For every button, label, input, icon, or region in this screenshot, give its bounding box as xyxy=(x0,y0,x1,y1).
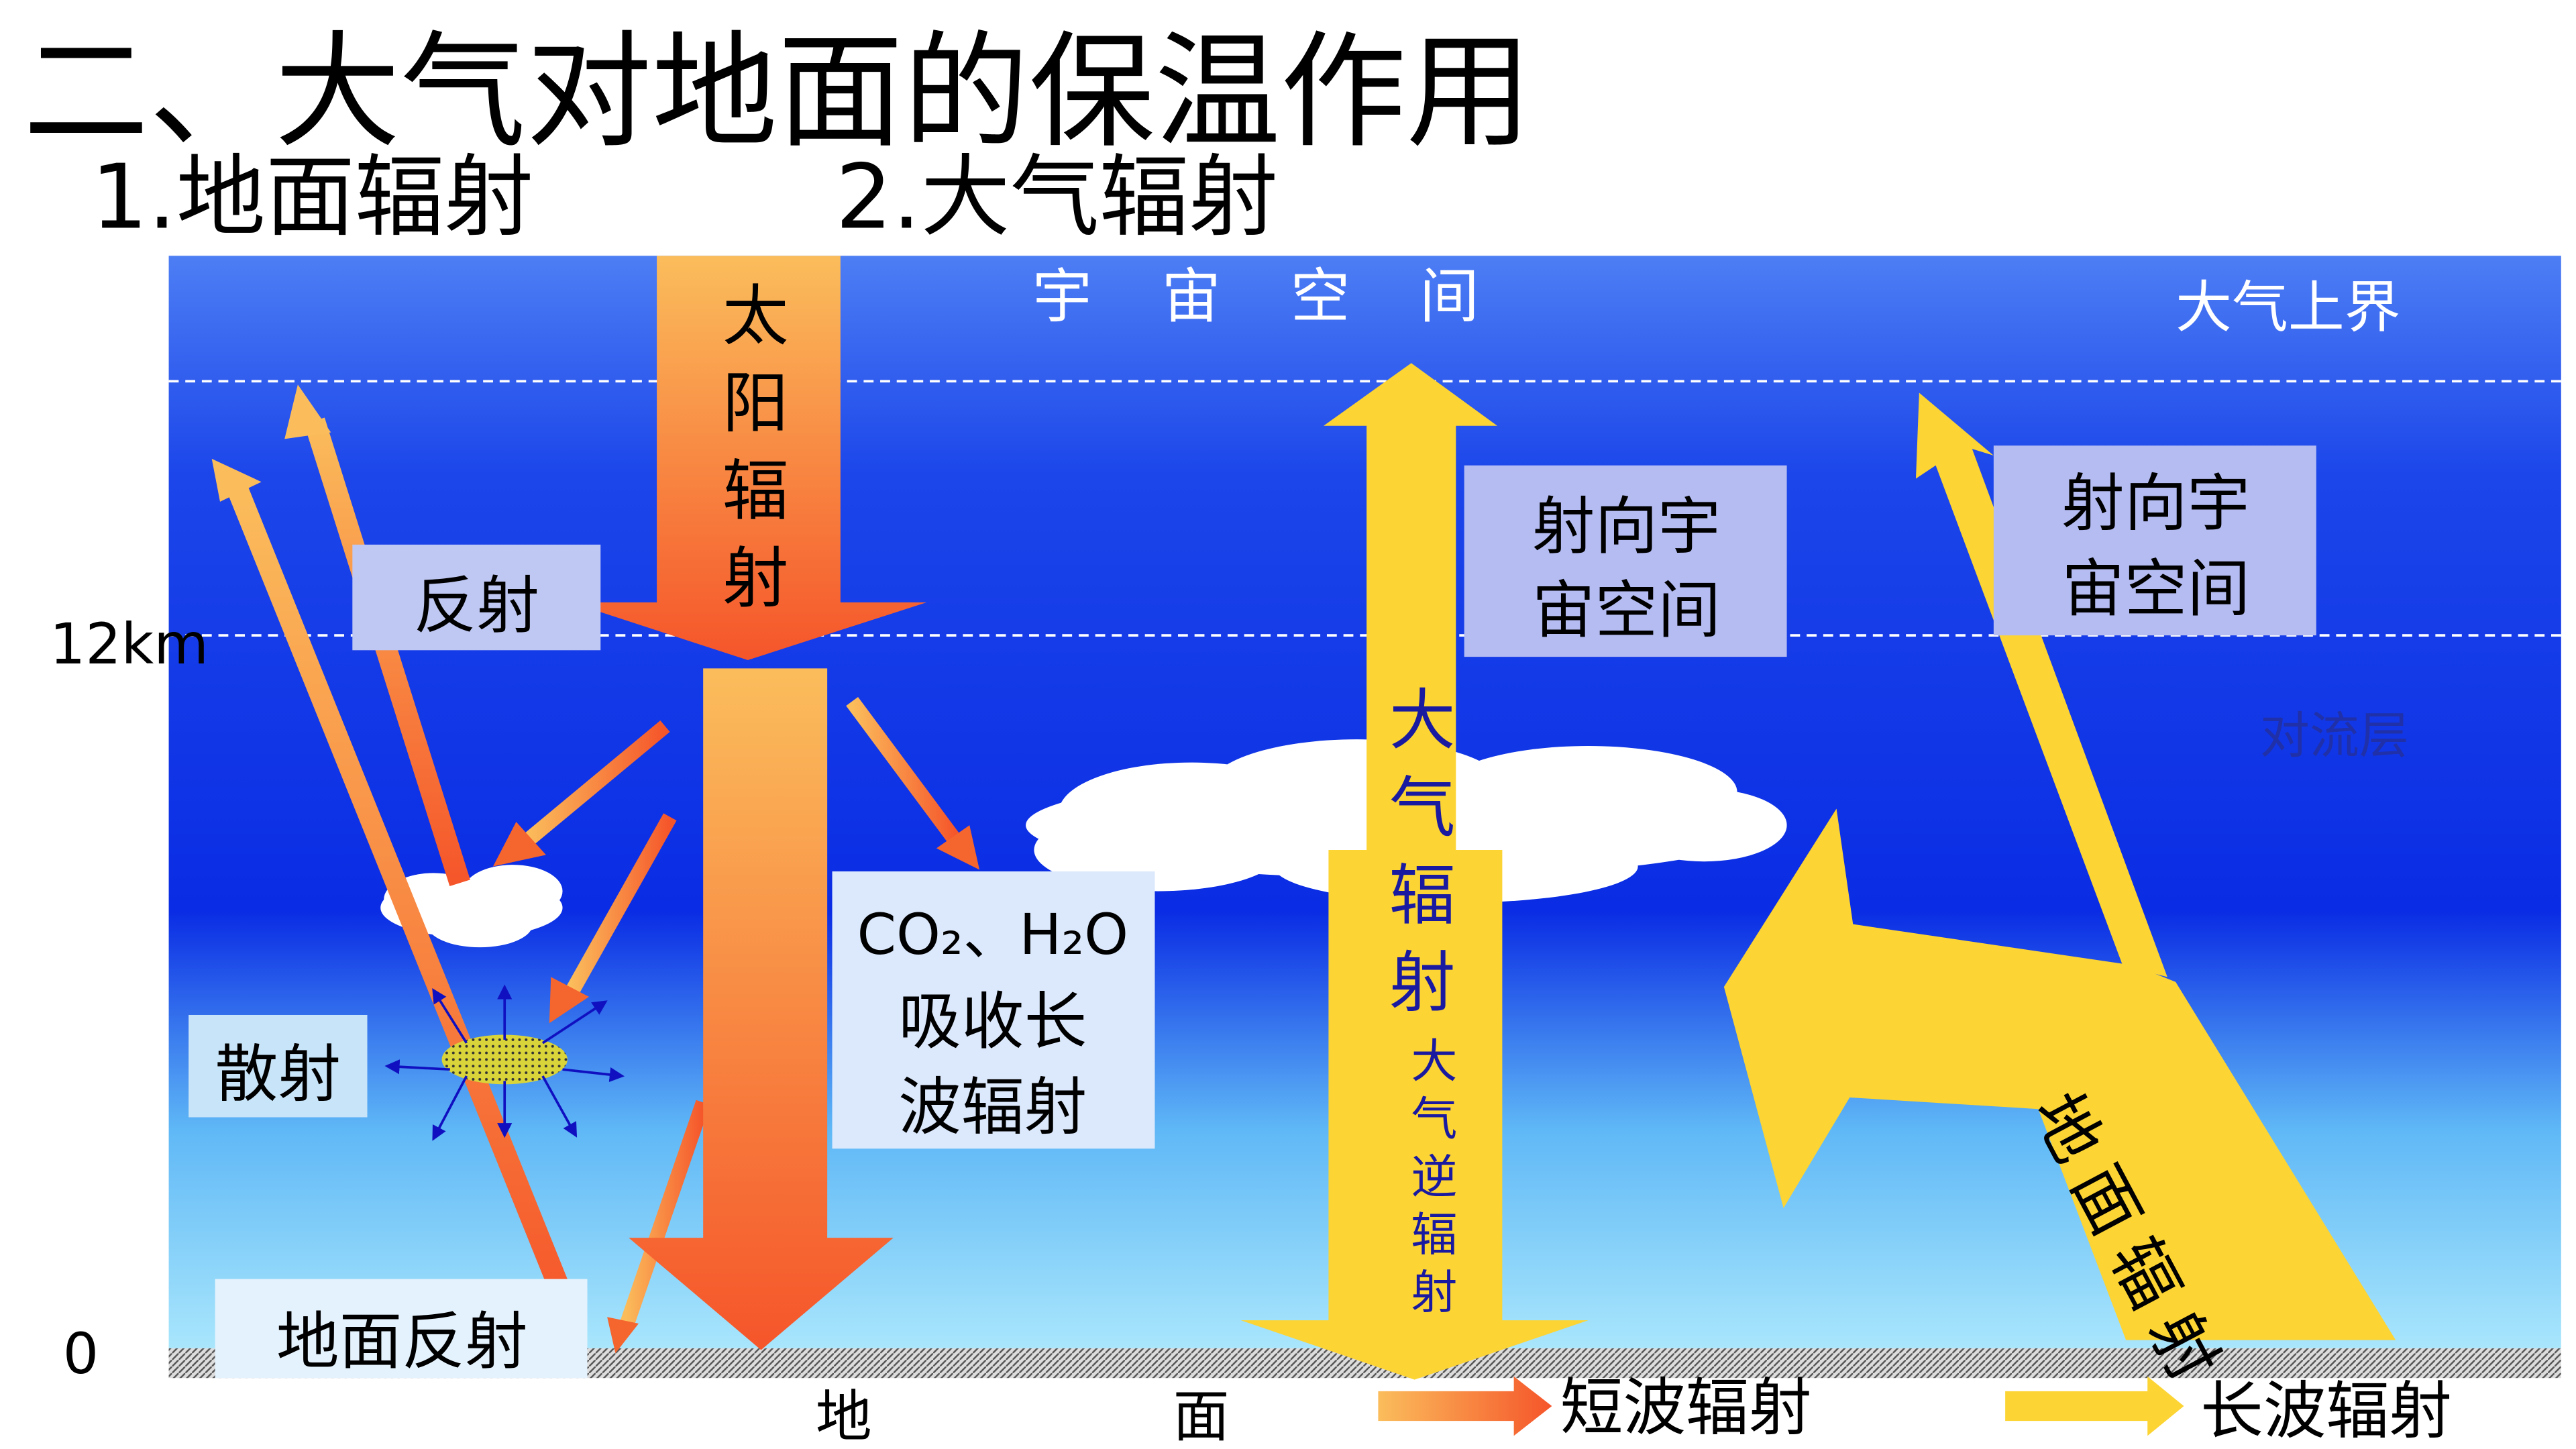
scatter-arrows xyxy=(384,984,625,1141)
to-space-label: 射向宇 xyxy=(2061,467,2250,540)
arrow-head xyxy=(211,458,262,502)
space-label: 宇宙空间 xyxy=(1032,262,1548,331)
to-space-label: 宙空间 xyxy=(2061,553,2250,626)
ground-reflection-label: 地面反射 xyxy=(276,1305,528,1379)
section-2: 2.大气辐射 xyxy=(835,146,1278,250)
to-space-label: 宙空间 xyxy=(1532,574,1721,647)
solar-label: 太阳辐射 xyxy=(711,280,788,631)
arrow-head xyxy=(936,825,980,870)
label-box xyxy=(1993,445,2316,636)
ground-label: 地面 xyxy=(816,1383,1530,1449)
dust-particle xyxy=(441,1034,568,1085)
altitude-label: 0 xyxy=(63,1321,99,1387)
legend-label: 长波辐射 xyxy=(2200,1375,2452,1448)
altitude-label: 12km xyxy=(50,611,209,677)
arrow-head xyxy=(549,977,589,1024)
arrow-head xyxy=(492,822,546,867)
legend-swatch xyxy=(2005,1376,2184,1436)
section-1: 1.地面辐射 xyxy=(91,146,534,250)
atmospheric-arrow xyxy=(1324,363,1497,850)
label-box xyxy=(189,1014,368,1118)
solar-arrow xyxy=(629,668,894,1350)
to-space-label: 射向宇 xyxy=(1532,490,1721,564)
solar-arrow xyxy=(570,256,927,661)
arrow-head xyxy=(284,384,331,439)
reflection-label: 反射 xyxy=(414,570,539,643)
troposphere-label: 对流层 xyxy=(2260,707,2409,765)
label-box xyxy=(352,544,601,651)
title: 二、大气对地面的保温作用 xyxy=(23,19,1532,166)
ground-radiation-arrow xyxy=(1723,808,2396,1340)
counter-radiation-arrow xyxy=(1240,849,1589,1380)
label-box xyxy=(215,1279,588,1379)
ground-radiation-arrow xyxy=(1915,392,2167,977)
counter-radiation-label: 大气逆辐射 xyxy=(1403,1036,1457,1325)
solar-ray xyxy=(521,696,963,1332)
legend-label: 短波辐射 xyxy=(1560,1372,1812,1445)
absorption-label: 吸收长 xyxy=(898,985,1087,1059)
toa-label: 大气上界 xyxy=(2176,274,2400,340)
label-box xyxy=(832,871,1155,1149)
absorption-label: 波辐射 xyxy=(898,1071,1087,1144)
reflected-ray xyxy=(226,417,586,1333)
label-box xyxy=(1464,465,1787,657)
atmospheric-radiation-label: 大气辐射 xyxy=(1378,685,1454,1035)
arrow-head xyxy=(607,1317,639,1354)
absorption-label: CO₂、H₂O xyxy=(857,902,1128,967)
scattering-label: 散射 xyxy=(215,1038,341,1112)
